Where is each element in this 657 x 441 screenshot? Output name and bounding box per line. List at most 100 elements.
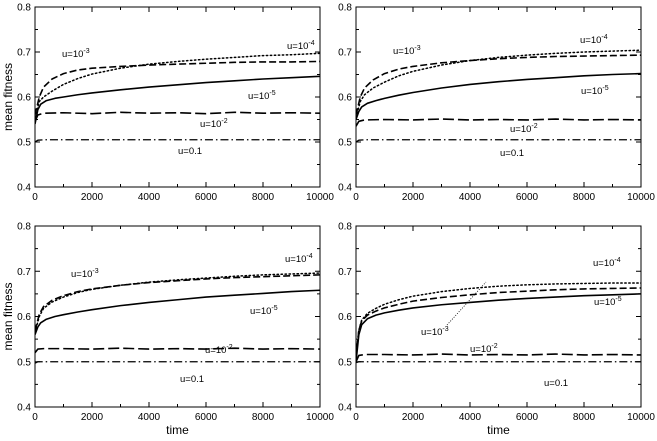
series-label-base: u=10 xyxy=(470,344,491,355)
series-label-u-1e-5: u=10-5 xyxy=(250,305,278,317)
x-tick-label: 4000 xyxy=(138,412,161,423)
series-line-u-1e-2 xyxy=(356,353,641,363)
series-label-exponent: -2 xyxy=(221,118,227,125)
series-line-u-1e-2 xyxy=(356,118,641,127)
series-line-u-1e-5 xyxy=(356,293,641,362)
x-tick-label: 8000 xyxy=(573,412,596,423)
x-tick-label: 0 xyxy=(353,192,359,203)
series-line-u-1e-5 xyxy=(35,75,320,125)
y-tick-label: 0.8 xyxy=(338,3,352,14)
y-axis-title: mean fitness xyxy=(1,63,15,131)
series-label-exponent: -3 xyxy=(83,48,89,55)
panel-bottom-left: 0 2000 4000 6000 8000 10000 0.4 0.5 0.6 0.7 0.8 mea… xyxy=(1,222,334,438)
series-label-u-1e-3: u=10-3 xyxy=(71,268,99,280)
series-label-u-1e-4: u=10-4 xyxy=(287,40,315,52)
series-label-base: u=10 xyxy=(287,41,308,52)
series-label-exponent: -2 xyxy=(491,343,497,350)
series-label-exponent: -5 xyxy=(615,296,621,303)
y-tick-label: 0.4 xyxy=(17,403,31,414)
series-label-base: u=10 xyxy=(393,46,414,57)
series-label-exponent: -3 xyxy=(442,326,448,333)
x-tick-label: 10000 xyxy=(627,412,655,423)
series-label-base: u=10 xyxy=(205,345,226,356)
series-label-base: u=10 xyxy=(594,297,615,308)
y-tick-label: 0.4 xyxy=(338,403,352,414)
y-tick-label: 0.7 xyxy=(17,267,31,278)
series-label-exponent: -4 xyxy=(306,253,312,260)
y-tick-label: 0.6 xyxy=(338,93,352,104)
panel-top-right: 0 2000 4000 6000 8000 10000 0.4 0.5 0.6 0.7 0.8 u=1… xyxy=(338,3,655,204)
plot-frame xyxy=(355,225,642,408)
series-line-u-1e-2 xyxy=(35,111,320,123)
series-line-u-0-1 xyxy=(356,361,641,364)
series-label-base: u=10 xyxy=(580,35,601,46)
y-tick-label: 0.6 xyxy=(338,312,352,323)
series-label-exponent: -2 xyxy=(226,344,232,351)
series-label-u-0-1: u=0.1 xyxy=(544,378,568,389)
series-label-u-0-1: u=0.1 xyxy=(178,146,202,157)
series-label-exponent: -4 xyxy=(614,257,620,264)
series-label-exponent: -4 xyxy=(601,34,607,41)
series-label-base: u=10 xyxy=(71,269,92,280)
y-tick-label: 0.7 xyxy=(338,267,352,278)
series-label-u-1e-5: u=10-5 xyxy=(594,296,622,308)
x-tick-label: 2000 xyxy=(402,192,425,203)
series-label-u-1e-2: u=10-2 xyxy=(200,118,228,130)
x-tick-label: 2000 xyxy=(81,192,104,203)
series-label-base: u=10 xyxy=(248,91,269,102)
panel-top-left: 0 2000 4000 6000 8000 10000 0.4 0.5 0.6 0.7 0.8 mea… xyxy=(1,3,334,204)
x-axis-title: time xyxy=(166,423,189,436)
series-label-base: u=10 xyxy=(581,86,602,97)
x-tick-label: 0 xyxy=(32,192,38,203)
series-label-base: u=0.1 xyxy=(180,374,204,385)
x-tick-label: 2000 xyxy=(81,412,104,423)
series-line-u-1e-3 xyxy=(356,54,641,116)
series-label-base: u=10 xyxy=(285,254,306,265)
series-label-u-1e-2: u=10-2 xyxy=(205,344,233,356)
y-tick-label: 0.8 xyxy=(17,3,31,14)
x-tick-label: 8000 xyxy=(252,192,275,203)
series-line-u-1e-5 xyxy=(356,72,641,120)
y-tick-label: 0.5 xyxy=(338,357,352,368)
x-tick-label: 0 xyxy=(32,412,38,423)
series-label-exponent: -5 xyxy=(269,90,275,97)
series-label-u-1e-2: u=10-2 xyxy=(510,123,538,135)
x-tick-label: 6000 xyxy=(195,412,218,423)
y-axis-title: mean fitness xyxy=(1,282,15,350)
y-tick-label: 0.6 xyxy=(17,312,31,323)
panel-bottom-right: 0 2000 4000 6000 8000 10000 0.4 0.5 0.6 0.7 0.8 tim… xyxy=(338,222,655,438)
series-line-u-0-1 xyxy=(356,139,641,143)
series-line-u-0-1 xyxy=(35,361,320,364)
series-label-base: u=0.1 xyxy=(500,148,524,159)
series-line-u-0-1 xyxy=(35,139,320,143)
series-label-u-1e-4: u=10-4 xyxy=(285,253,313,265)
y-tick-label: 0.7 xyxy=(338,48,352,59)
series-label-base: u=10 xyxy=(62,49,83,60)
series-line-u-1e-2 xyxy=(35,347,320,354)
x-tick-label: 8000 xyxy=(573,192,596,203)
series-label-exponent: -5 xyxy=(602,85,608,92)
x-tick-label: 4000 xyxy=(459,412,482,423)
x-tick-label: 10000 xyxy=(306,412,334,423)
x-tick-label: 10000 xyxy=(306,192,334,203)
y-tick-label: 0.5 xyxy=(17,357,31,368)
series-label-u-0-1: u=0.1 xyxy=(500,148,524,159)
series-line-u-1e-4 xyxy=(35,272,320,334)
x-tick-label: 8000 xyxy=(252,412,275,423)
plot-frame xyxy=(34,6,321,188)
series-label-exponent: -2 xyxy=(531,123,537,130)
x-tick-label: 2000 xyxy=(402,412,425,423)
series-label-u-1e-4: u=10-4 xyxy=(593,257,621,269)
series-label-base: u=10 xyxy=(200,119,221,130)
series-line-u-1e-3 xyxy=(35,274,320,332)
y-tick-label: 0.4 xyxy=(338,183,352,194)
x-tick-label: 0 xyxy=(353,412,359,423)
series-label-base: u=10 xyxy=(510,124,531,135)
series-label-u-1e-3: u=10-3 xyxy=(421,326,449,338)
series-label-base: u=0.1 xyxy=(544,378,568,389)
series-label-exponent: -4 xyxy=(308,40,314,47)
x-tick-label: 6000 xyxy=(516,192,539,203)
y-tick-label: 0.5 xyxy=(338,138,352,149)
series-label-base: u=10 xyxy=(250,306,271,317)
